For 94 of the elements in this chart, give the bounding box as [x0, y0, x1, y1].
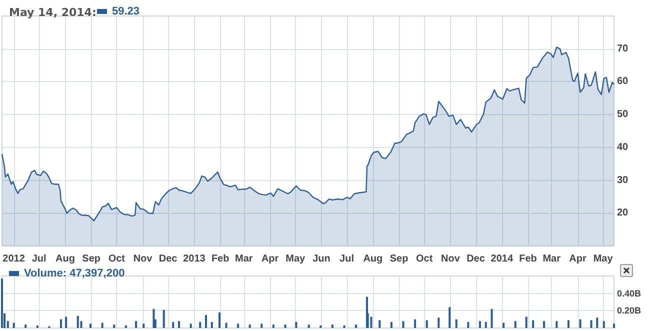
bar: [320, 325, 322, 328]
bar: [331, 324, 334, 328]
bar: [218, 312, 220, 328]
bar: [532, 320, 534, 328]
x-tick-label: 2012: [2, 254, 26, 264]
x-tick-label: 2014: [490, 254, 514, 264]
y-tick-label: 0.40B: [617, 288, 642, 298]
bar: [260, 324, 263, 328]
bar: [272, 324, 274, 328]
bar: [414, 319, 416, 328]
x-tick-label: Jul: [32, 254, 47, 264]
x-tick-label: Oct: [108, 254, 126, 264]
bar: [152, 308, 155, 328]
x-tick-label: Nov: [133, 254, 153, 264]
bar: [556, 321, 558, 328]
bar: [448, 307, 451, 328]
bar: [355, 324, 358, 328]
bar: [237, 324, 240, 328]
bar: [613, 324, 615, 328]
x-tick-label: Nov: [441, 254, 460, 264]
bar: [579, 319, 582, 328]
y-tick-label: 40: [617, 142, 629, 153]
bar: [370, 316, 372, 328]
legend-label: Volume: 47,397,200: [24, 268, 125, 280]
y-tick-label: 50: [617, 109, 629, 120]
bar: [162, 310, 165, 328]
bar: [60, 319, 62, 328]
x-tick-label: Sep: [390, 254, 408, 264]
x-tick-label: Aug: [363, 254, 383, 264]
bar: [567, 320, 570, 328]
bar: [1, 278, 3, 328]
x-tick-label: Dec: [158, 254, 178, 264]
bar: [113, 324, 116, 328]
x-tick-label: May: [286, 254, 306, 264]
bar: [295, 322, 298, 328]
bar: [402, 321, 404, 328]
bar: [284, 324, 286, 328]
bar: [225, 322, 228, 328]
bar: [24, 324, 27, 328]
y-tick-label: 70: [617, 43, 629, 54]
bar: [602, 321, 605, 328]
bar: [135, 321, 138, 328]
legend-label: 59.23: [112, 6, 140, 18]
bar: [525, 316, 528, 328]
bar: [467, 322, 470, 328]
x-tick-label: Feb: [519, 254, 537, 264]
x-tick-label: Apr: [569, 254, 586, 264]
x-tick-label: Mar: [235, 254, 253, 264]
bar: [76, 316, 79, 328]
x-tick-label: Oct: [416, 254, 434, 264]
bar: [308, 324, 310, 328]
x-tick-label: Apr: [261, 254, 279, 264]
y-tick-label: 20: [617, 208, 629, 219]
y-tick-label: 0.20B: [617, 306, 642, 316]
bar: [596, 318, 598, 328]
bar: [590, 320, 592, 328]
x-tick-label: Dec: [466, 254, 486, 264]
bar: [502, 322, 505, 328]
x-tick-label: Jun: [312, 254, 330, 264]
bar: [390, 322, 392, 328]
bar: [478, 321, 481, 328]
bar: [124, 325, 127, 328]
bar: [438, 318, 440, 328]
bar: [101, 322, 104, 328]
bar: [248, 324, 251, 328]
bar: [65, 316, 68, 328]
x-tick-label: Jul: [340, 254, 354, 264]
x-tick-label: Sep: [82, 254, 101, 264]
bar: [484, 322, 487, 328]
bar: [178, 321, 180, 328]
y-tick-label: 60: [617, 76, 629, 88]
bar: [378, 320, 381, 328]
bar: [514, 321, 516, 328]
bar: [455, 319, 458, 328]
bar: [190, 324, 192, 328]
bar: [210, 322, 213, 328]
x-tick-label: Aug: [55, 254, 75, 264]
bar: [36, 325, 38, 328]
bar: [490, 308, 493, 328]
bar: [543, 321, 546, 328]
x-tick-label: Mar: [542, 254, 561, 264]
x-tick-label: May: [593, 254, 614, 264]
y-tick-label: 30: [617, 174, 629, 186]
bar: [343, 325, 346, 328]
bar: [205, 315, 207, 328]
bar: [12, 322, 15, 328]
bar: [172, 322, 174, 328]
bar: [199, 322, 202, 328]
bar: [90, 324, 92, 328]
x-tick-label: Feb: [211, 254, 230, 264]
bar: [142, 324, 145, 328]
bar: [426, 320, 428, 328]
x-tick-label: 2013: [183, 254, 206, 264]
chart-title: May 14, 2014:: [9, 6, 96, 19]
